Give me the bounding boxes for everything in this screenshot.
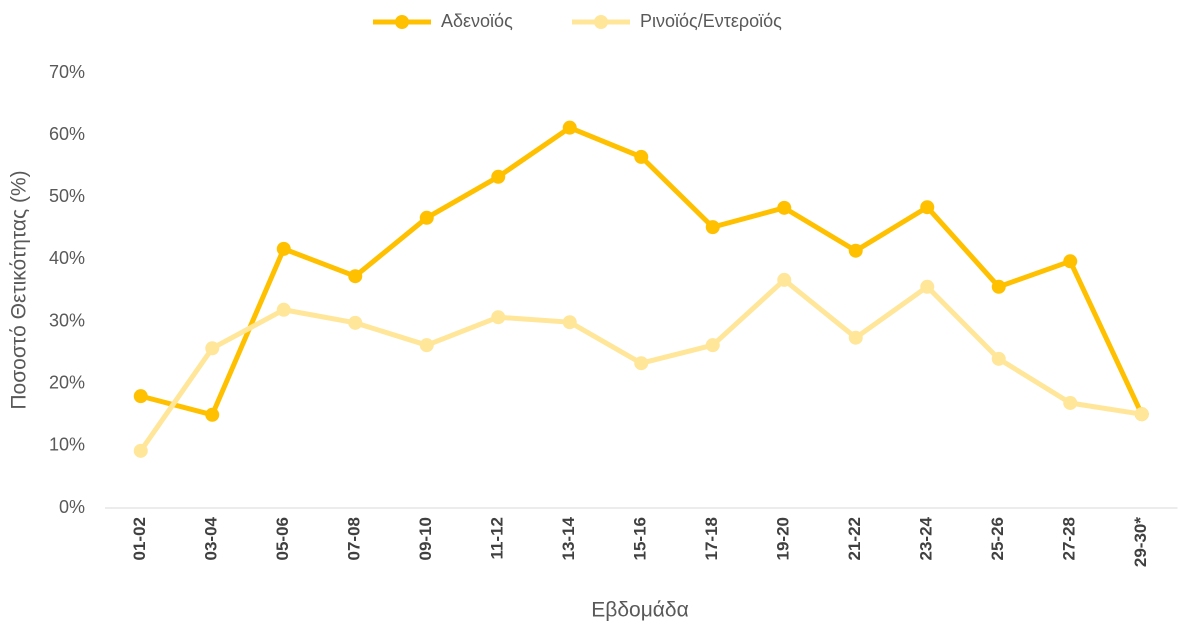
point xyxy=(991,279,1006,294)
point xyxy=(562,315,577,330)
y-tick-label: 50% xyxy=(49,186,85,206)
x-tick-label: 09-10 xyxy=(416,517,435,560)
point xyxy=(348,269,363,284)
point xyxy=(848,243,863,258)
x-tick-label: 13-14 xyxy=(559,516,578,560)
point xyxy=(562,120,577,135)
point xyxy=(348,315,363,330)
point xyxy=(705,338,720,353)
x-tick-label: 17-18 xyxy=(702,517,721,560)
legend-label: Αδενοϊός xyxy=(441,11,513,31)
x-tick-label: 27-28 xyxy=(1060,517,1079,560)
x-tick-label: 03-04 xyxy=(202,516,221,560)
point xyxy=(848,330,863,345)
point xyxy=(205,341,220,356)
point xyxy=(777,272,792,287)
x-tick-label: 15-16 xyxy=(631,517,650,560)
point xyxy=(419,338,434,353)
point xyxy=(991,351,1006,366)
y-axis-title: Ποσοστό Θετικότητας (%) xyxy=(8,170,31,409)
x-tick-label: 19-20 xyxy=(774,517,793,560)
legend-marker xyxy=(395,15,409,29)
y-tick-label: 0% xyxy=(59,497,85,517)
x-tick-label: 05-06 xyxy=(273,517,292,560)
x-tick-label: 11-12 xyxy=(488,517,507,560)
legend-marker xyxy=(594,15,608,29)
y-tick-label: 20% xyxy=(49,372,85,392)
point xyxy=(634,356,649,371)
point xyxy=(777,200,792,215)
x-tick-label: 29-30* xyxy=(1131,517,1150,567)
point xyxy=(920,200,935,215)
series-line xyxy=(140,125,1145,418)
point xyxy=(276,241,291,256)
point xyxy=(133,389,148,404)
x-tick-label: 07-08 xyxy=(345,517,364,560)
x-axis-title: Εβδομάδα xyxy=(591,599,689,622)
x-tick-label: 23-24 xyxy=(917,516,936,560)
x-tick-label: 01-02 xyxy=(130,517,149,560)
point xyxy=(705,220,720,235)
point xyxy=(1134,407,1149,422)
point xyxy=(920,279,935,294)
point xyxy=(634,149,649,164)
x-tick-label: 25-26 xyxy=(988,517,1007,560)
point xyxy=(276,302,291,317)
y-tick-label: 40% xyxy=(49,248,85,268)
point xyxy=(1063,395,1078,410)
point xyxy=(133,443,148,458)
point xyxy=(491,310,506,325)
y-tick-label: 70% xyxy=(49,62,85,82)
y-tick-label: 30% xyxy=(49,310,85,330)
x-tick-label: 21-22 xyxy=(845,517,864,560)
legend-label: Ρινοϊός/Εντεροϊός xyxy=(640,11,782,31)
point xyxy=(1063,254,1078,269)
y-tick-label: 60% xyxy=(49,124,85,144)
point xyxy=(491,169,506,184)
point xyxy=(205,407,220,422)
point xyxy=(419,210,434,225)
y-tick-label: 10% xyxy=(49,435,85,455)
